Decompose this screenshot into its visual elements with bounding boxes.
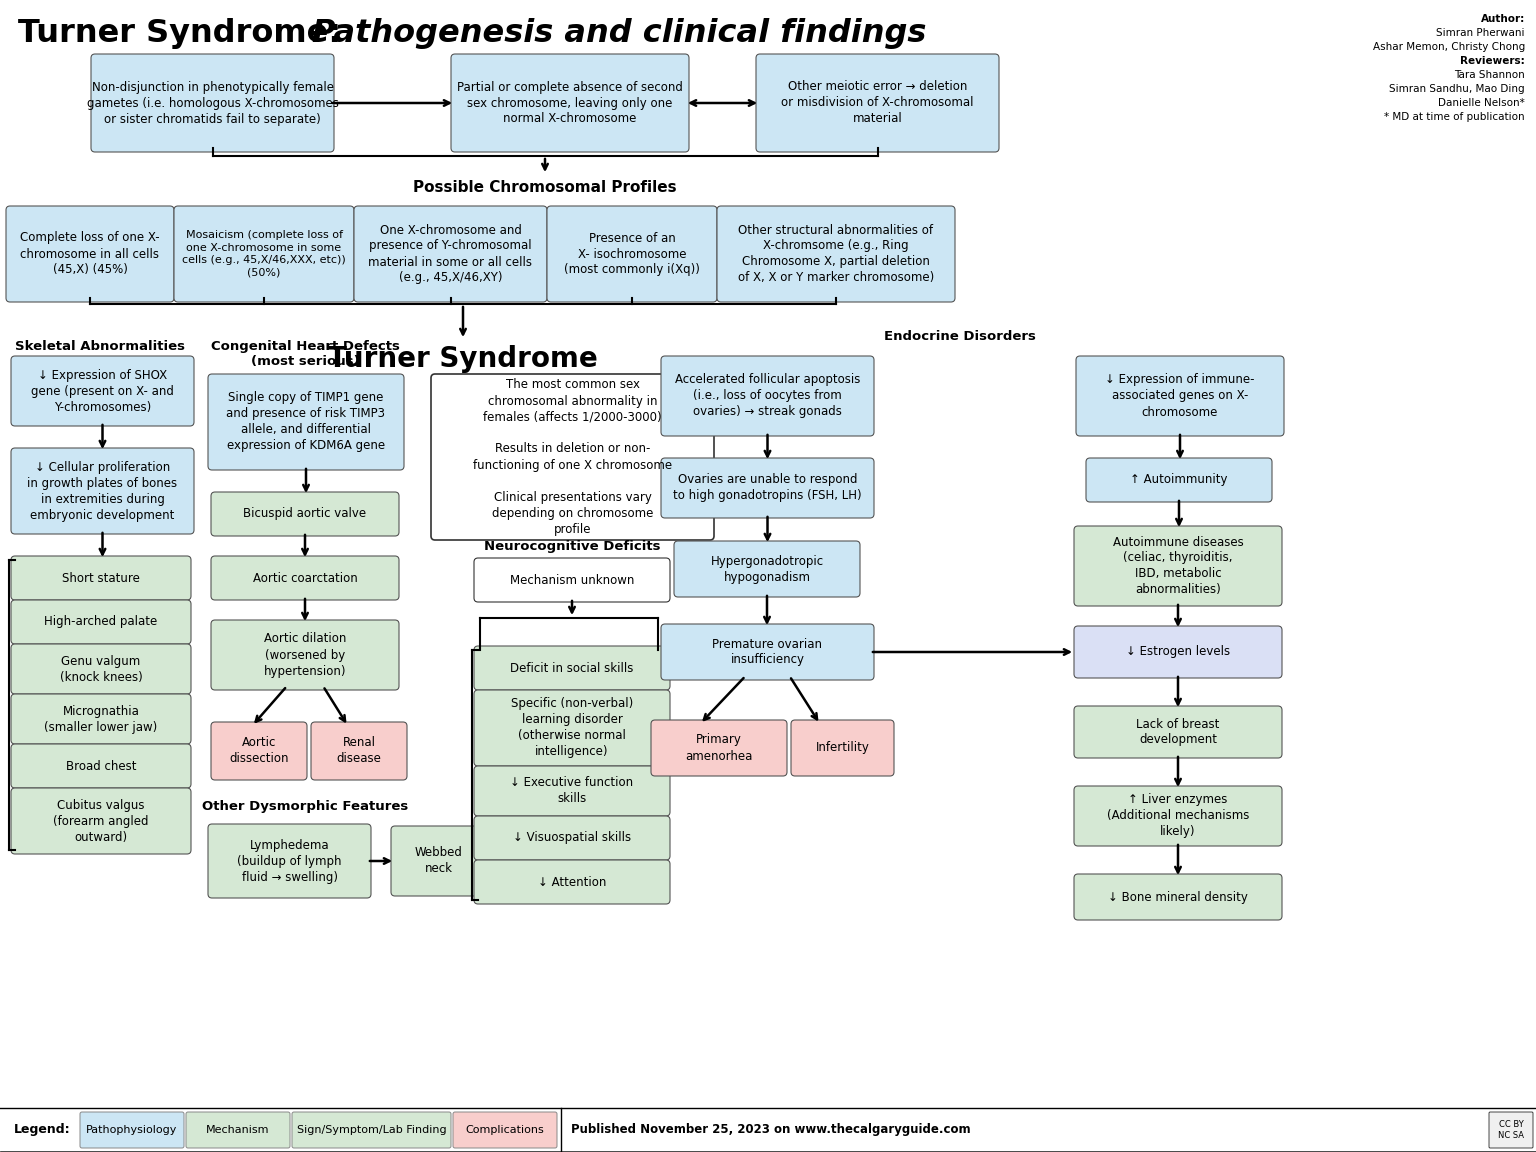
Text: Micrognathia
(smaller lower jaw): Micrognathia (smaller lower jaw) [45,705,158,734]
FancyBboxPatch shape [1077,356,1284,435]
FancyBboxPatch shape [475,816,670,861]
Text: Broad chest: Broad chest [66,759,137,773]
FancyBboxPatch shape [660,356,874,435]
Text: Cubitus valgus
(forearm angled
outward): Cubitus valgus (forearm angled outward) [54,798,149,843]
Text: One X-chromosome and
presence of Y-chromosomal
material in some or all cells
(e.: One X-chromosome and presence of Y-chrom… [369,223,533,285]
FancyBboxPatch shape [6,206,174,302]
Text: Autoimmune diseases
(celiac, thyroiditis,
IBD, metabolic
abnormalities): Autoimmune diseases (celiac, thyroiditis… [1112,536,1243,597]
FancyBboxPatch shape [453,1112,558,1149]
FancyBboxPatch shape [91,54,333,152]
Text: Other meiotic error → deletion
or misdivision of X-chromosomal
material: Other meiotic error → deletion or misdiv… [782,81,974,126]
FancyBboxPatch shape [210,620,399,690]
Text: Accelerated follicular apoptosis
(i.e., loss of oocytes from
ovaries) → streak g: Accelerated follicular apoptosis (i.e., … [674,373,860,418]
Text: Ashar Memon, Christy Chong: Ashar Memon, Christy Chong [1373,41,1525,52]
FancyBboxPatch shape [11,744,190,788]
FancyBboxPatch shape [11,448,194,535]
Text: ↓ Expression of immune-
associated genes on X-
chromosome: ↓ Expression of immune- associated genes… [1106,373,1255,418]
Text: Primary
amenorhea: Primary amenorhea [685,734,753,763]
Text: Infertility: Infertility [816,742,869,755]
FancyBboxPatch shape [310,722,407,780]
FancyBboxPatch shape [452,54,690,152]
FancyBboxPatch shape [475,558,670,602]
FancyBboxPatch shape [210,556,399,600]
Text: Author:: Author: [1481,14,1525,24]
Text: Complete loss of one X-
chromosome in all cells
(45,X) (45%): Complete loss of one X- chromosome in al… [20,232,160,276]
Text: Deficit in social skills: Deficit in social skills [510,661,634,675]
Text: Mechanism: Mechanism [206,1126,270,1135]
Text: Bicuspid aortic valve: Bicuspid aortic valve [243,508,367,521]
Text: ↓ Bone mineral density: ↓ Bone mineral density [1107,890,1247,903]
Text: Presence of an
X- isochromosome
(most commonly i(Xq)): Presence of an X- isochromosome (most co… [564,232,700,276]
Text: Aortic dilation
(worsened by
hypertension): Aortic dilation (worsened by hypertensio… [264,632,346,677]
Text: Specific (non-verbal)
learning disorder
(otherwise normal
intelligence): Specific (non-verbal) learning disorder … [511,697,633,758]
Text: Danielle Nelson*: Danielle Nelson* [1438,98,1525,108]
Text: ↓ Executive function
skills: ↓ Executive function skills [510,776,633,805]
Text: Other structural abnormalities of
X-chromsome (e.g., Ring
Chromosome X, partial : Other structural abnormalities of X-chro… [737,223,934,285]
Text: Short stature: Short stature [61,571,140,584]
Text: * MD at time of publication: * MD at time of publication [1384,112,1525,122]
Text: Possible Chromosomal Profiles: Possible Chromosomal Profiles [413,180,677,195]
FancyBboxPatch shape [80,1112,184,1149]
Text: ↓ Attention: ↓ Attention [538,876,607,888]
FancyBboxPatch shape [292,1112,452,1149]
Text: Lymphedema
(buildup of lymph
fluid → swelling): Lymphedema (buildup of lymph fluid → swe… [237,839,341,884]
Text: Simran Pherwani: Simran Pherwani [1436,28,1525,38]
FancyBboxPatch shape [432,374,714,540]
FancyBboxPatch shape [756,54,998,152]
FancyBboxPatch shape [210,492,399,536]
Text: Single copy of TIMP1 gene
and presence of risk TIMP3
allele, and differential
ex: Single copy of TIMP1 gene and presence o… [226,392,386,453]
Text: Turner Syndrome:: Turner Syndrome: [18,18,352,50]
Text: Pathophysiology: Pathophysiology [86,1126,178,1135]
FancyBboxPatch shape [1488,1112,1533,1149]
Text: ↑ Autoimmunity: ↑ Autoimmunity [1130,473,1227,486]
FancyBboxPatch shape [651,720,786,776]
Text: Simran Sandhu, Mao Ding: Simran Sandhu, Mao Ding [1390,84,1525,94]
FancyBboxPatch shape [674,541,860,597]
Text: ↓ Cellular proliferation
in growth plates of bones
in extremities during
embryon: ↓ Cellular proliferation in growth plate… [28,461,178,522]
Text: CC BY
NC SA: CC BY NC SA [1498,1120,1524,1139]
FancyBboxPatch shape [791,720,894,776]
FancyBboxPatch shape [11,694,190,744]
FancyBboxPatch shape [475,861,670,904]
Text: Hypergonadotropic
hypogonadism: Hypergonadotropic hypogonadism [711,554,823,584]
Text: Reviewers:: Reviewers: [1461,56,1525,66]
FancyBboxPatch shape [11,600,190,644]
FancyBboxPatch shape [11,644,190,694]
Text: Non-disjunction in phenotypically female
gametes (i.e. homologous X-chromosomes
: Non-disjunction in phenotypically female… [86,81,338,126]
Text: Pathogenesis and clinical findings: Pathogenesis and clinical findings [312,18,926,50]
Text: ↓ Visuospatial skills: ↓ Visuospatial skills [513,832,631,844]
Text: Other Dysmorphic Features: Other Dysmorphic Features [201,799,409,813]
FancyBboxPatch shape [11,356,194,426]
Text: Ovaries are unable to respond
to high gonadotropins (FSH, LH): Ovaries are unable to respond to high go… [673,473,862,502]
FancyBboxPatch shape [547,206,717,302]
Text: The most common sex
chromosomal abnormality in
females (affects 1/2000-3000)

Re: The most common sex chromosomal abnormal… [473,379,673,536]
FancyBboxPatch shape [717,206,955,302]
Text: Aortic coarctation: Aortic coarctation [252,571,358,584]
Text: Sign/Symptom/Lab Finding: Sign/Symptom/Lab Finding [296,1126,447,1135]
FancyBboxPatch shape [186,1112,290,1149]
FancyBboxPatch shape [11,788,190,854]
FancyBboxPatch shape [660,458,874,518]
FancyBboxPatch shape [660,624,874,680]
FancyBboxPatch shape [11,556,190,600]
FancyBboxPatch shape [392,826,487,896]
FancyBboxPatch shape [1074,706,1283,758]
Text: Lack of breast
development: Lack of breast development [1137,718,1220,746]
Text: Congenital Heart Defects
(most serious): Congenital Heart Defects (most serious) [210,340,399,367]
Text: Legend:: Legend: [14,1123,71,1137]
Text: ↓ Estrogen levels: ↓ Estrogen levels [1126,645,1230,659]
FancyBboxPatch shape [207,374,404,470]
FancyBboxPatch shape [1086,458,1272,502]
Text: Published November 25, 2023 on www.thecalgaryguide.com: Published November 25, 2023 on www.theca… [571,1123,971,1137]
Text: ↑ Liver enzymes
(Additional mechanisms
likely): ↑ Liver enzymes (Additional mechanisms l… [1107,794,1249,839]
Text: Genu valgum
(knock knees): Genu valgum (knock knees) [60,654,143,683]
Text: Skeletal Abnormalities: Skeletal Abnormalities [15,340,184,353]
FancyBboxPatch shape [207,824,372,899]
FancyBboxPatch shape [475,766,670,816]
Text: Complications: Complications [465,1126,544,1135]
Text: Endocrine Disorders: Endocrine Disorders [885,329,1035,343]
Text: Premature ovarian
insufficiency: Premature ovarian insufficiency [713,637,822,667]
FancyBboxPatch shape [1074,626,1283,679]
Text: High-arched palate: High-arched palate [45,615,158,629]
Text: Aortic
dissection: Aortic dissection [229,736,289,765]
